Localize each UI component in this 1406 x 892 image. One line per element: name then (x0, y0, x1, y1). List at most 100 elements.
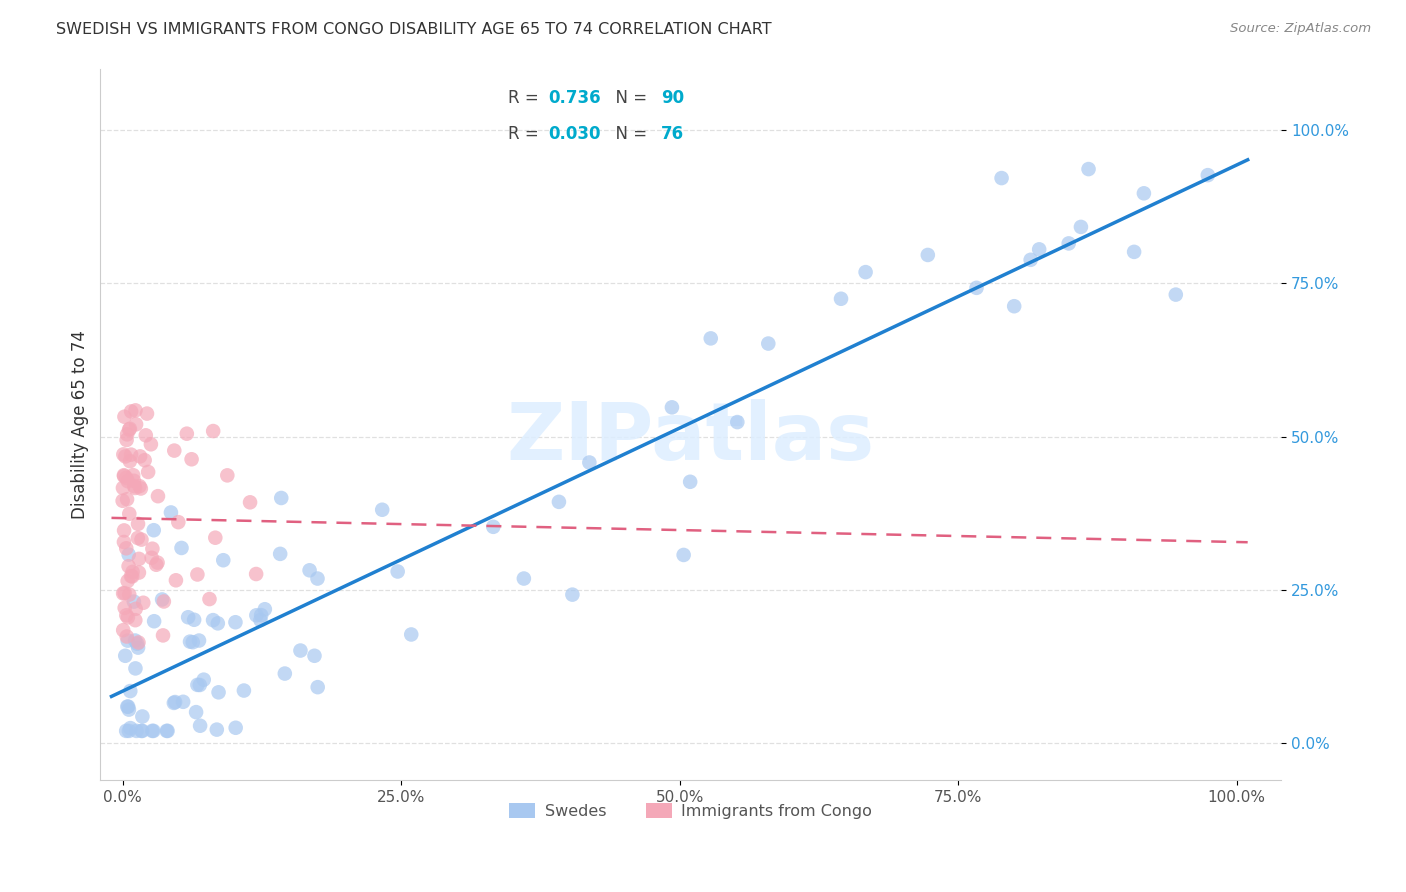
Point (186, 567, 208, 582)
Point (217, 468, 239, 483)
Point (112, 535, 135, 549)
Point (131, 709, 153, 723)
Point (145, 558, 167, 572)
Point (139, 437, 162, 451)
Point (120, 684, 142, 698)
Point (112, 469, 135, 483)
Point (156, 723, 179, 738)
Point (118, 422, 141, 436)
Point (163, 696, 186, 710)
Point (117, 559, 139, 574)
Point (578, 455, 600, 469)
Point (307, 680, 329, 694)
Point (1197, 168, 1219, 182)
Point (127, 531, 149, 545)
Point (146, 556, 169, 570)
Point (128, 552, 150, 566)
Text: N =: N = (605, 125, 652, 143)
Point (112, 586, 135, 600)
Point (160, 506, 183, 520)
Point (855, 265, 877, 279)
Text: 0.030: 0.030 (548, 125, 600, 143)
Point (115, 723, 138, 738)
Point (141, 723, 163, 738)
Point (207, 685, 229, 699)
Point (181, 635, 204, 649)
Point (188, 633, 211, 648)
Point (142, 723, 165, 738)
Point (124, 661, 146, 675)
Point (165, 574, 187, 588)
Point (118, 507, 141, 521)
Point (290, 643, 312, 657)
Point (156, 723, 179, 738)
Point (188, 678, 211, 692)
Point (131, 533, 153, 547)
Point (202, 424, 225, 438)
Point (146, 489, 169, 503)
Point (179, 634, 201, 648)
Point (205, 723, 228, 737)
Point (198, 592, 221, 607)
Text: 76: 76 (661, 125, 685, 143)
Point (253, 602, 276, 616)
Point (212, 553, 235, 567)
Point (128, 566, 150, 580)
Point (184, 705, 207, 719)
Point (170, 541, 193, 555)
Point (232, 683, 254, 698)
Point (111, 493, 134, 508)
Point (131, 723, 153, 738)
Point (117, 574, 139, 588)
Point (115, 492, 138, 507)
Point (127, 637, 149, 651)
Point (125, 723, 148, 738)
Text: Source: ZipAtlas.com: Source: ZipAtlas.com (1230, 22, 1371, 36)
Point (127, 516, 149, 531)
Point (112, 524, 135, 538)
Point (239, 495, 262, 509)
Point (141, 541, 163, 556)
Legend: Swedes, Immigrants from Congo: Swedes, Immigrants from Congo (503, 797, 879, 825)
Point (127, 640, 149, 655)
Point (134, 453, 156, 467)
Point (561, 588, 583, 602)
Point (121, 565, 143, 579)
Point (150, 592, 173, 607)
Point (152, 628, 174, 642)
Point (207, 616, 229, 631)
Point (117, 610, 139, 624)
Point (118, 588, 141, 602)
Point (756, 336, 779, 351)
Point (112, 409, 135, 424)
Point (112, 468, 135, 483)
Point (142, 523, 165, 537)
Point (124, 633, 146, 648)
Point (1164, 287, 1187, 301)
Point (118, 703, 141, 717)
Point (118, 723, 141, 738)
Point (132, 596, 155, 610)
Point (117, 699, 139, 714)
Point (117, 474, 139, 488)
Point (115, 630, 138, 644)
Y-axis label: Disability Age 65 to 74: Disability Age 65 to 74 (72, 330, 89, 518)
Point (115, 427, 138, 442)
Point (548, 495, 571, 509)
Point (118, 548, 141, 562)
Point (124, 613, 146, 627)
Point (120, 721, 142, 735)
Point (700, 331, 723, 345)
Point (115, 471, 138, 485)
Point (114, 450, 136, 464)
Point (122, 594, 145, 608)
Point (224, 615, 246, 630)
Point (112, 447, 135, 461)
Point (990, 171, 1012, 186)
Point (115, 541, 138, 556)
Point (122, 468, 145, 483)
Point (121, 569, 143, 583)
Point (1019, 252, 1042, 267)
Text: N =: N = (605, 89, 652, 107)
Text: R =: R = (508, 125, 544, 143)
